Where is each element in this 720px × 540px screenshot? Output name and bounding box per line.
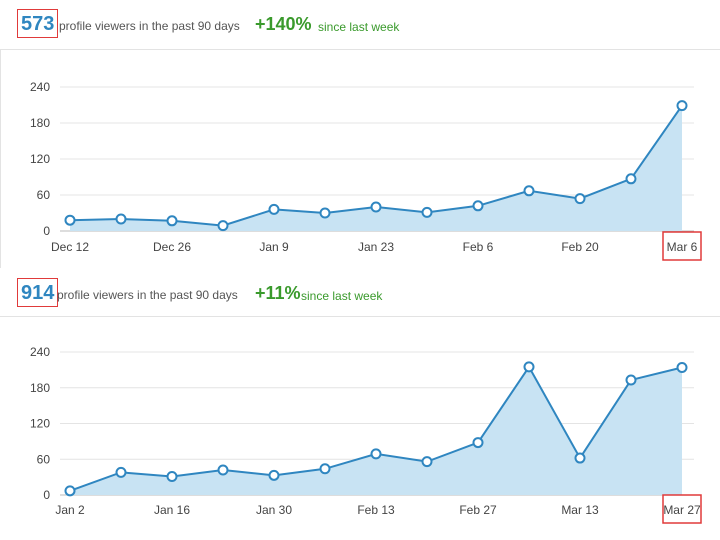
- viewer-count-label: profile viewers in the past 90 days: [59, 19, 240, 33]
- viewer-count[interactable]: 573: [17, 9, 59, 38]
- data-point[interactable]: [217, 220, 229, 232]
- viewer-count[interactable]: 914: [17, 278, 59, 307]
- data-point[interactable]: [625, 173, 637, 185]
- data-point[interactable]: [370, 448, 382, 460]
- y-tick-label: 240: [30, 80, 50, 94]
- x-tick-label: Jan 9: [259, 240, 289, 254]
- viewer-count-label: profile viewers in the past 90 days: [57, 288, 238, 302]
- y-tick-label: 60: [37, 188, 51, 202]
- x-tick-label: Jan 2: [55, 503, 85, 517]
- data-point[interactable]: [217, 464, 229, 476]
- data-point[interactable]: [625, 374, 637, 386]
- x-tick-label: Feb 13: [357, 503, 395, 517]
- data-point[interactable]: [676, 100, 688, 112]
- data-point[interactable]: [268, 469, 280, 481]
- y-tick-label: 180: [30, 381, 50, 395]
- data-point[interactable]: [166, 215, 178, 227]
- series-area: [70, 366, 682, 495]
- summary-header: 914 profile viewers in the past 90 days …: [0, 278, 720, 310]
- data-point[interactable]: [676, 361, 688, 373]
- series-area: [70, 105, 682, 231]
- data-point[interactable]: [115, 466, 127, 478]
- data-point[interactable]: [472, 437, 484, 449]
- data-point[interactable]: [64, 485, 76, 497]
- y-tick-label: 120: [30, 417, 50, 431]
- data-point[interactable]: [115, 213, 127, 225]
- x-tick-label: Jan 30: [256, 503, 292, 517]
- x-tick-label: Dec 12: [51, 240, 89, 254]
- change-percent: +140%: [255, 14, 312, 34]
- panel-left-border: [0, 49, 1, 268]
- x-tick-label: Mar 27: [663, 503, 701, 517]
- highlight-box: [662, 494, 702, 524]
- x-tick-label: Dec 26: [153, 240, 191, 254]
- y-tick-label: 60: [37, 452, 51, 466]
- data-point[interactable]: [319, 463, 331, 475]
- x-tick-label: Feb 27: [459, 503, 497, 517]
- data-point[interactable]: [268, 203, 280, 215]
- x-tick-label: Feb 20: [561, 240, 599, 254]
- header-divider: [0, 49, 720, 50]
- data-point[interactable]: [421, 206, 433, 218]
- chart-panel-1: 573 profile viewers in the past 90 days …: [0, 0, 720, 268]
- y-tick-label: 180: [30, 116, 50, 130]
- data-point[interactable]: [472, 200, 484, 212]
- data-point[interactable]: [319, 207, 331, 219]
- change-percent: +11%: [255, 283, 301, 303]
- y-tick-label: 0: [43, 488, 50, 502]
- y-tick-label: 240: [30, 345, 50, 359]
- summary-header: 573 profile viewers in the past 90 days …: [0, 9, 720, 42]
- data-point[interactable]: [166, 471, 178, 483]
- x-tick-label: Jan 16: [154, 503, 190, 517]
- area-chart: 0 60 120 180 240 Dec 12 Dec 26 Jan 9 Jan 23 Feb 6…: [30, 80, 702, 261]
- data-point[interactable]: [574, 452, 586, 464]
- data-point[interactable]: [64, 214, 76, 226]
- x-tick-label: Feb 6: [463, 240, 494, 254]
- data-point[interactable]: [370, 201, 382, 213]
- x-tick-label: Mar 13: [561, 503, 599, 517]
- area-chart: 0 60 120 180 240 Jan 2 Jan 16 Jan 30 Feb 13 Feb 2…: [30, 345, 702, 524]
- change-label: since last week: [301, 289, 383, 303]
- change-label: since last week: [318, 20, 400, 34]
- y-tick-label: 120: [30, 152, 50, 166]
- x-tick-label: Jan 23: [358, 240, 394, 254]
- y-tick-label: 0: [43, 224, 50, 238]
- data-point[interactable]: [574, 193, 586, 205]
- data-point[interactable]: [523, 185, 535, 197]
- chart-panel-2: 914 profile viewers in the past 90 days …: [0, 268, 720, 540]
- data-point[interactable]: [523, 361, 535, 373]
- header-divider: [0, 316, 720, 317]
- data-point[interactable]: [421, 456, 433, 468]
- highlight-box: [662, 231, 702, 261]
- x-tick-label: Mar 6: [667, 240, 698, 254]
